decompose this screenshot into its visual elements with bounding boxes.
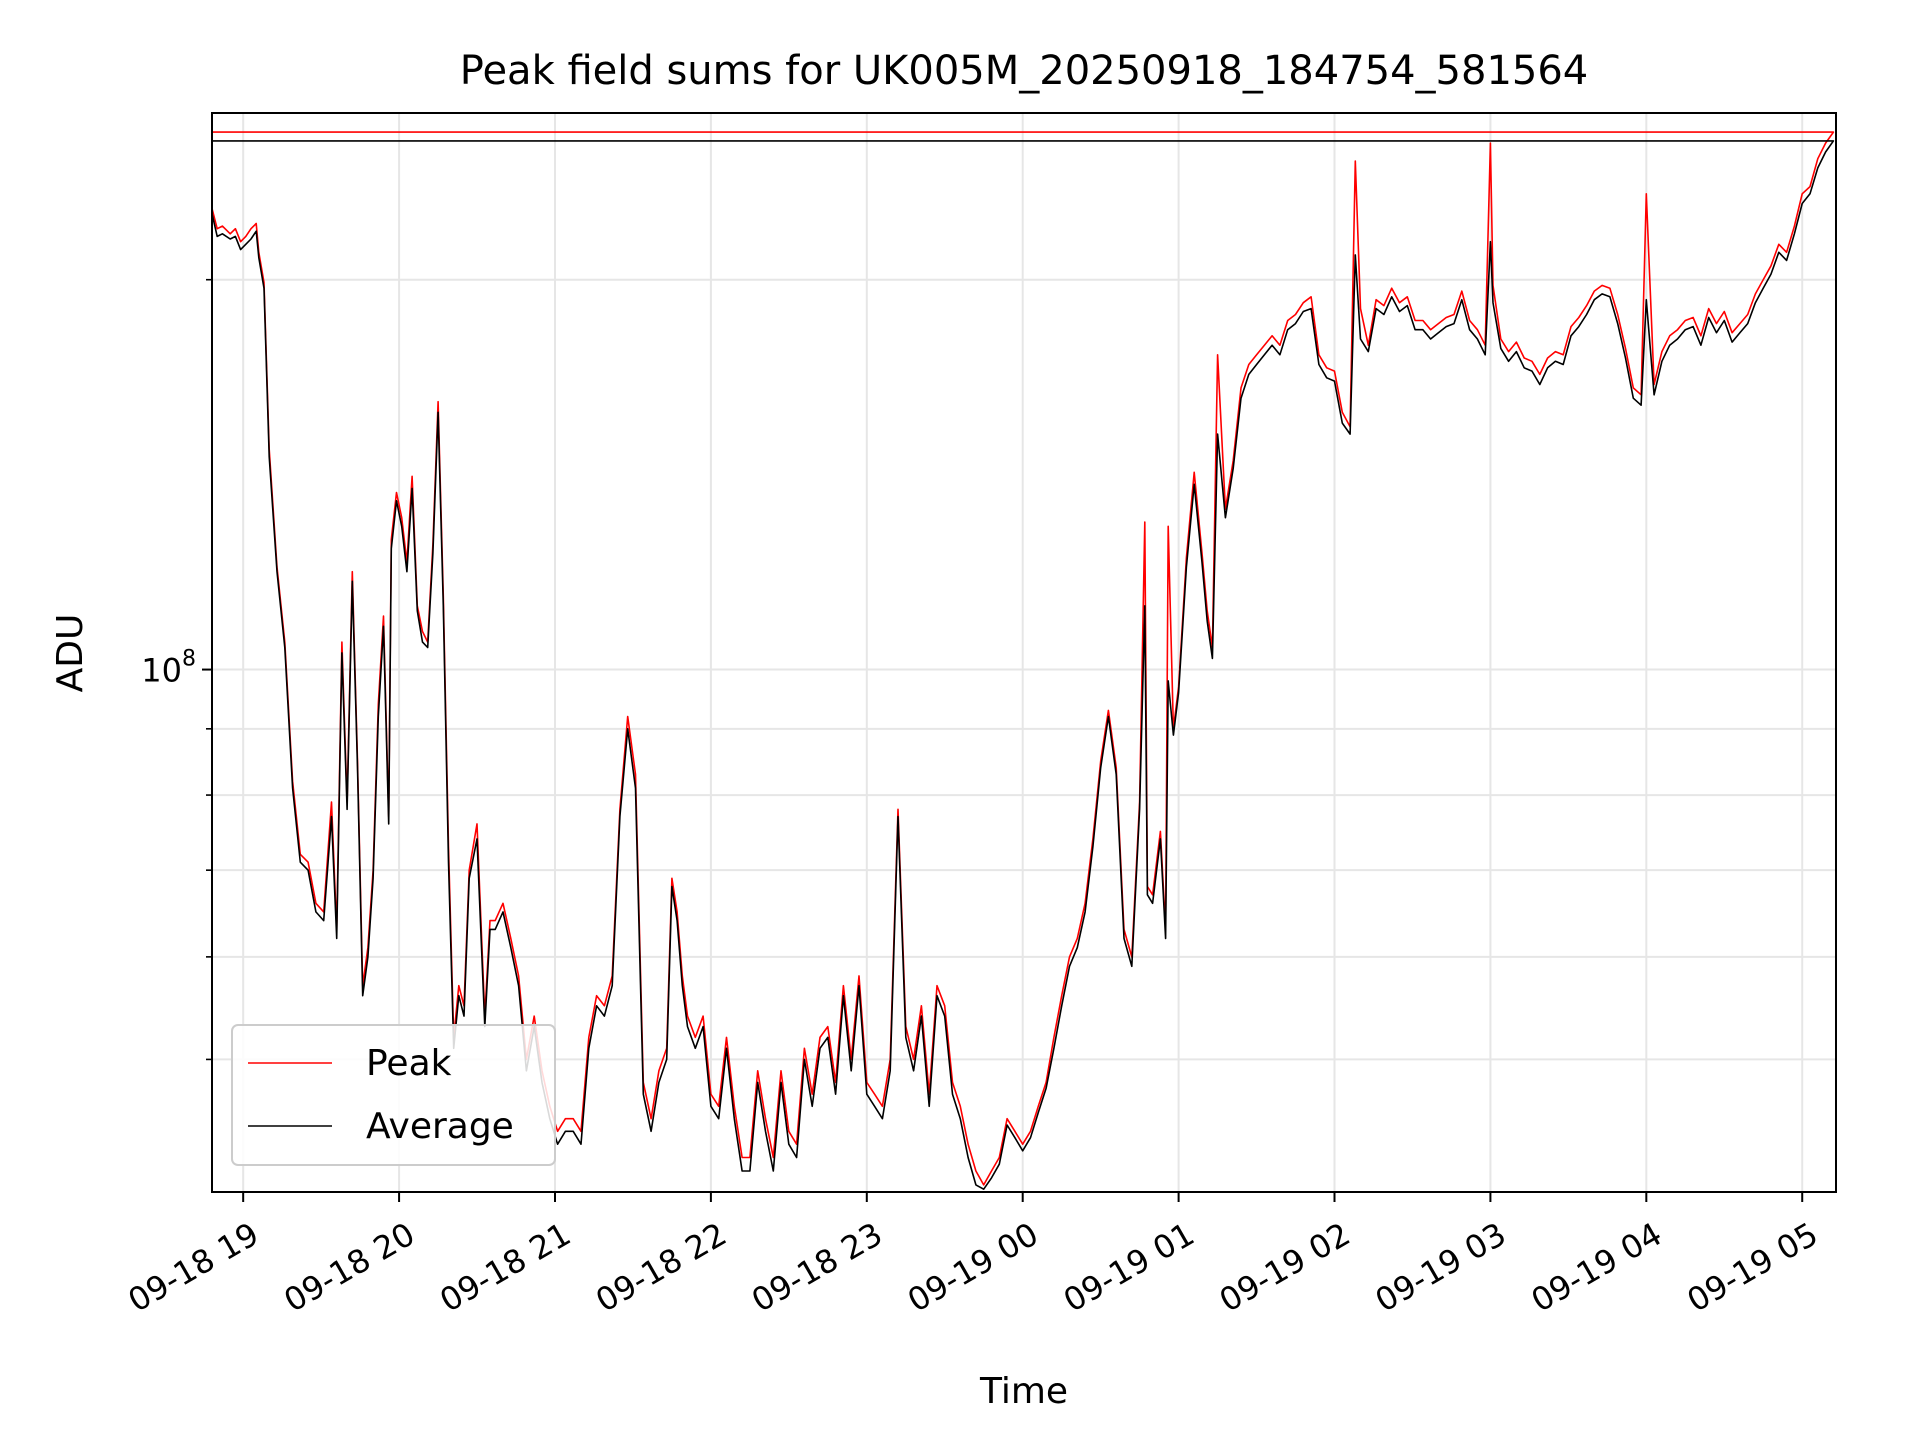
y-axis-label: ADU bbox=[50, 614, 91, 693]
y-axis: 10 8 bbox=[141, 278, 212, 1061]
legend-label-peak: Peak bbox=[366, 1043, 452, 1084]
x-axis-label: Time bbox=[979, 1371, 1068, 1412]
plot-frame bbox=[211, 112, 1837, 1193]
chart-title: Peak field sums for UK005M_20250918_1847… bbox=[460, 48, 1589, 94]
legend: Peak Average bbox=[231, 1024, 556, 1166]
legend-label-average: Average bbox=[366, 1106, 514, 1147]
grid bbox=[212, 113, 1836, 1192]
y-tick-label: 10 bbox=[141, 652, 182, 690]
legend-box bbox=[231, 1024, 556, 1166]
y-tick-exponent: 8 bbox=[182, 647, 196, 672]
